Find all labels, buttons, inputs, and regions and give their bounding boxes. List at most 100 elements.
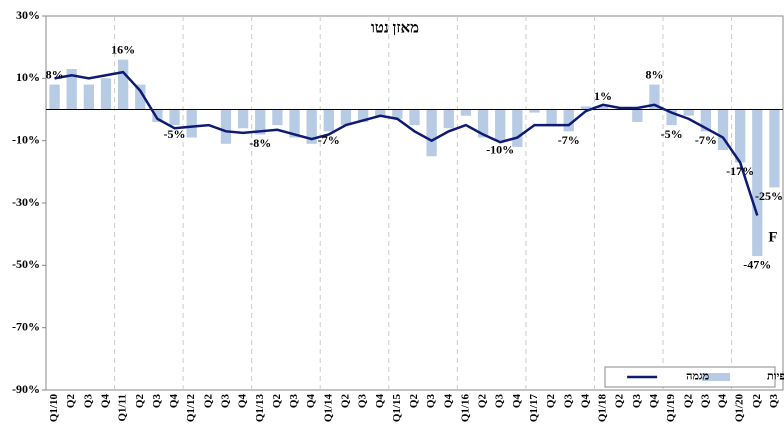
data-label: -8%: [249, 136, 271, 150]
x-tick-label: Q3: [631, 394, 643, 409]
bar: [392, 109, 403, 119]
y-tick-label: 30%: [16, 8, 40, 22]
x-tick-label: Q4: [442, 394, 454, 409]
x-tick-label: Q1/18: [597, 394, 609, 423]
x-tick-label: Q2: [408, 394, 420, 409]
x-tick-label: Q3: [768, 394, 780, 409]
x-tick-label: Q3: [699, 394, 711, 409]
bar: [597, 106, 609, 110]
x-tick-label: Q4: [579, 394, 591, 409]
data-label: -17%: [726, 164, 754, 178]
x-tick-label: Q1/19: [665, 394, 677, 423]
bar: [237, 109, 249, 129]
bar: [752, 109, 763, 256]
bar: [340, 109, 352, 126]
x-tick-label: Q2: [339, 394, 351, 409]
legend-label: מגמה: [686, 371, 709, 383]
bar: [135, 84, 146, 110]
x-tick-label: Q2: [682, 394, 694, 409]
bar: [580, 106, 592, 110]
x-tick-label: Q1/17: [528, 394, 540, 423]
bar: [169, 109, 180, 126]
x-tick-label: Q4: [237, 394, 249, 409]
bar: [632, 109, 643, 122]
x-tick-label: Q2: [65, 394, 77, 409]
x-tick-label: Q4: [511, 394, 523, 409]
x-tick-label: Q3: [357, 394, 369, 409]
bar: [649, 84, 660, 110]
plot-frame: [45, 15, 784, 391]
annotation: F: [768, 229, 777, 245]
bar: [409, 109, 420, 126]
bar: [323, 109, 334, 132]
x-tick-label: Q2: [202, 394, 214, 409]
bar: [375, 109, 386, 116]
bar: [220, 109, 232, 144]
legend-label: תצפיות: [767, 371, 784, 383]
x-tick-label: Q4: [374, 394, 386, 409]
x-tick-label: Q3: [151, 394, 163, 409]
x-tick-label: Q4: [100, 394, 112, 409]
x-tick-label: Q1/13: [254, 394, 266, 423]
x-tick-label: Q1/15: [391, 394, 403, 423]
x-tick-label: Q3: [288, 394, 300, 409]
x-tick-label: Q1/11: [117, 394, 129, 422]
x-tick-label: Q2: [614, 394, 626, 409]
chart-title: מאזן נטו: [371, 20, 419, 36]
bar: [700, 109, 712, 132]
x-tick-label: Q4: [168, 394, 180, 409]
data-label: -25%: [755, 189, 783, 203]
x-tick-label: Q1/14: [322, 394, 334, 423]
data-label: -5%: [164, 127, 186, 141]
data-label: -47%: [743, 258, 771, 272]
bar: [100, 78, 112, 110]
x-tick-label: Q3: [562, 394, 574, 409]
bar: [306, 109, 317, 144]
x-tick-label: Q2: [751, 394, 763, 409]
bar: [49, 84, 60, 110]
y-tick-label: 10%: [16, 70, 40, 84]
bar: [357, 109, 369, 122]
legend-box: [604, 366, 776, 388]
x-tick-label: Q3: [425, 394, 437, 409]
x-tick-label: Q1/10: [48, 394, 60, 423]
legend-swatch: [702, 373, 731, 381]
bar: [289, 109, 300, 138]
x-tick-label: Q3: [494, 394, 506, 409]
bar: [563, 109, 574, 132]
x-tick-label: Q2: [545, 394, 557, 409]
x-tick-label: Q2: [477, 394, 489, 409]
bar: [495, 109, 506, 141]
x-tick-label: Q4: [648, 394, 660, 409]
bar: [460, 109, 472, 116]
data-label: -7%: [318, 133, 340, 147]
bar: [255, 109, 266, 135]
bar: [735, 109, 746, 163]
data-label: 1%: [594, 89, 612, 103]
bar: [83, 84, 94, 110]
bar: [512, 109, 523, 147]
bar: [769, 109, 780, 188]
data-label: -5%: [661, 127, 683, 141]
bar: [152, 109, 163, 122]
x-tick-label: Q1/20: [734, 394, 746, 423]
y-tick-label: -50%: [12, 257, 40, 271]
x-tick-label: Q4: [305, 394, 317, 409]
bar: [666, 109, 677, 126]
bar: [529, 109, 540, 113]
data-label: -10%: [486, 142, 514, 156]
x-tick-label: Q1/16: [459, 394, 471, 423]
bar: [66, 68, 77, 110]
data-label: 8%: [46, 67, 64, 81]
y-tick-label: -10%: [12, 132, 40, 146]
bar: [272, 109, 283, 126]
bar: [683, 109, 694, 116]
x-tick-label: Q4: [717, 394, 729, 409]
bar: [186, 109, 197, 138]
x-tick-label: Q2: [134, 394, 146, 409]
x-tick-label: Q3: [219, 394, 231, 409]
data-label: -7%: [558, 133, 580, 147]
y-tick-label: -90%: [12, 382, 40, 396]
x-tick-label: Q1/12: [185, 394, 197, 423]
